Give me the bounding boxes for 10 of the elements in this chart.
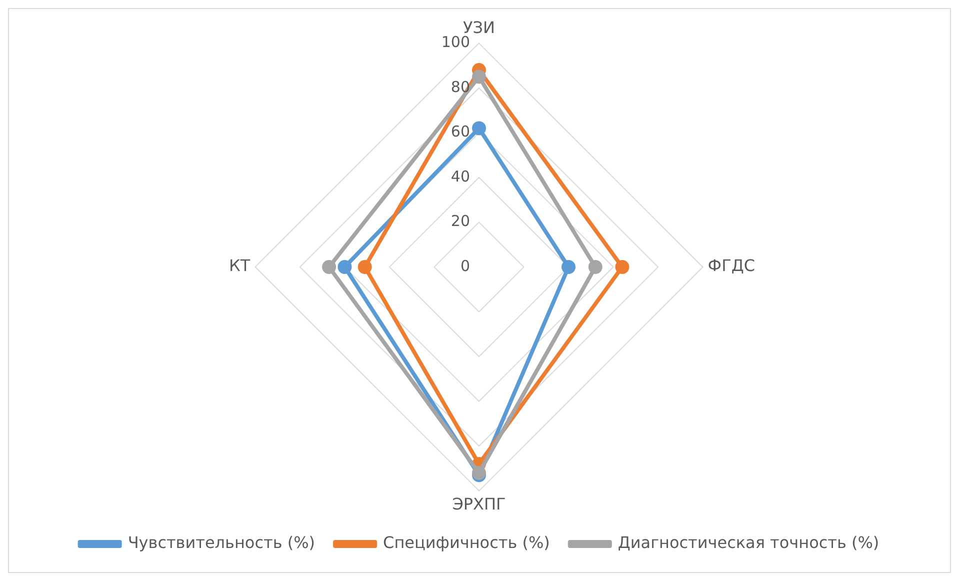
spoke-label: ФГДС: [708, 256, 756, 276]
y-tick-label: 0: [460, 256, 470, 275]
spoke-label: ЭРХПГ: [452, 494, 506, 514]
spoke-label: КТ: [229, 256, 250, 276]
legend-label: Специфичность (%): [383, 533, 550, 552]
legend-label: Чувствительность (%): [128, 533, 316, 552]
y-tick-label: 60: [450, 122, 470, 141]
y-tick-label: 40: [450, 167, 470, 186]
y-tick-label: 20: [450, 212, 470, 230]
legend-label: Диагностическая точность (%): [618, 533, 880, 552]
